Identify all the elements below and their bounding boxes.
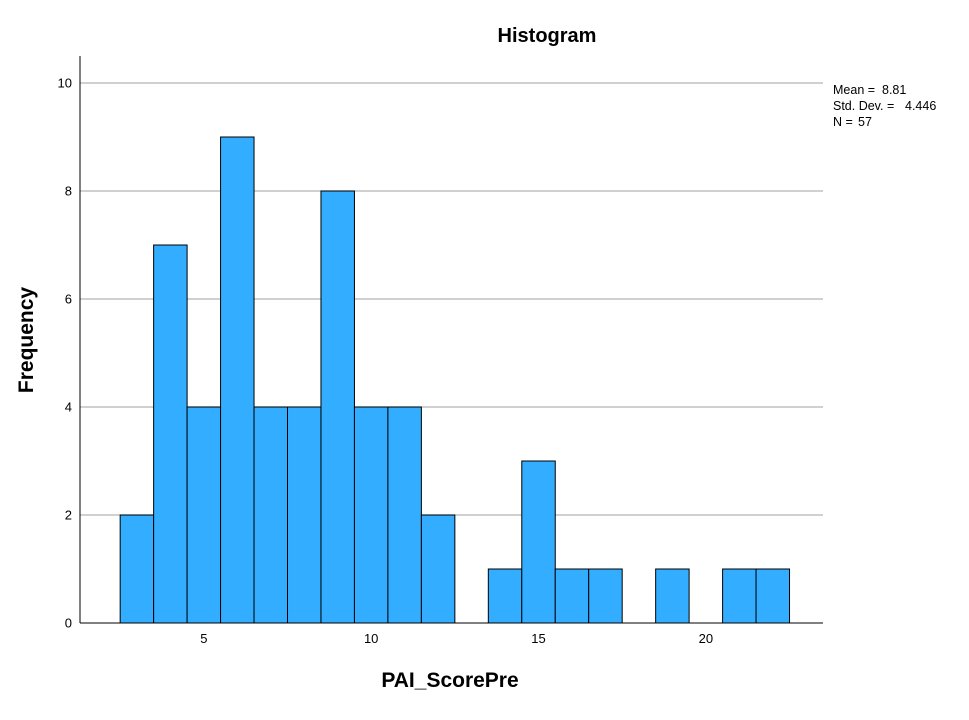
histogram-bar <box>186 406 222 624</box>
y-tick-label: 8 <box>65 184 72 199</box>
histogram-bar <box>755 568 791 624</box>
histogram-bar <box>220 136 255 624</box>
histogram-bar <box>655 568 690 624</box>
x-axis-title: PAI_ScorePre <box>381 669 518 692</box>
histogram-bar <box>554 568 590 624</box>
x-tick-label: 5 <box>200 631 207 646</box>
y-tick-label: 2 <box>65 508 72 523</box>
y-axis-title: Frequency <box>15 287 38 394</box>
y-tick-label: 6 <box>65 292 72 307</box>
x-tick-label: 10 <box>364 631 378 646</box>
histogram-bar <box>487 568 523 624</box>
histogram-bar <box>287 406 322 624</box>
histogram-bar <box>353 406 389 624</box>
stats-mean-label: Mean = <box>833 83 875 97</box>
bars <box>119 136 791 624</box>
stats-n-label: N = <box>833 115 853 129</box>
histogram-bar <box>420 514 456 624</box>
chart-title: Histogram <box>498 25 597 47</box>
histogram-bar <box>521 460 556 624</box>
histogram-bar <box>253 406 289 624</box>
histogram-bar <box>588 568 623 624</box>
stats-sd-value: 4.446 <box>905 99 936 113</box>
x-tick-label: 15 <box>531 631 545 646</box>
histogram-bar <box>722 568 757 624</box>
x-tick-label: 20 <box>699 631 713 646</box>
x-tick-labels: 5 10 15 20 <box>200 631 713 646</box>
stats-mean-value: 8.81 <box>882 83 906 97</box>
y-tick-label: 4 <box>65 400 72 415</box>
histogram-bar <box>153 244 188 624</box>
histogram-bar <box>320 190 355 624</box>
stats-sd-label: Std. Dev. = <box>833 99 894 113</box>
y-tick-label: 0 <box>65 616 72 631</box>
y-tick-label: 10 <box>58 76 72 91</box>
histogram-bar <box>387 406 422 624</box>
histogram-bar <box>119 514 155 624</box>
y-tick-labels: 0 2 4 6 8 10 <box>58 76 72 631</box>
stats-box: Mean = 8.81 Std. Dev. = 4.446 N = 57 <box>833 83 936 129</box>
stats-n-value: 57 <box>858 115 872 129</box>
